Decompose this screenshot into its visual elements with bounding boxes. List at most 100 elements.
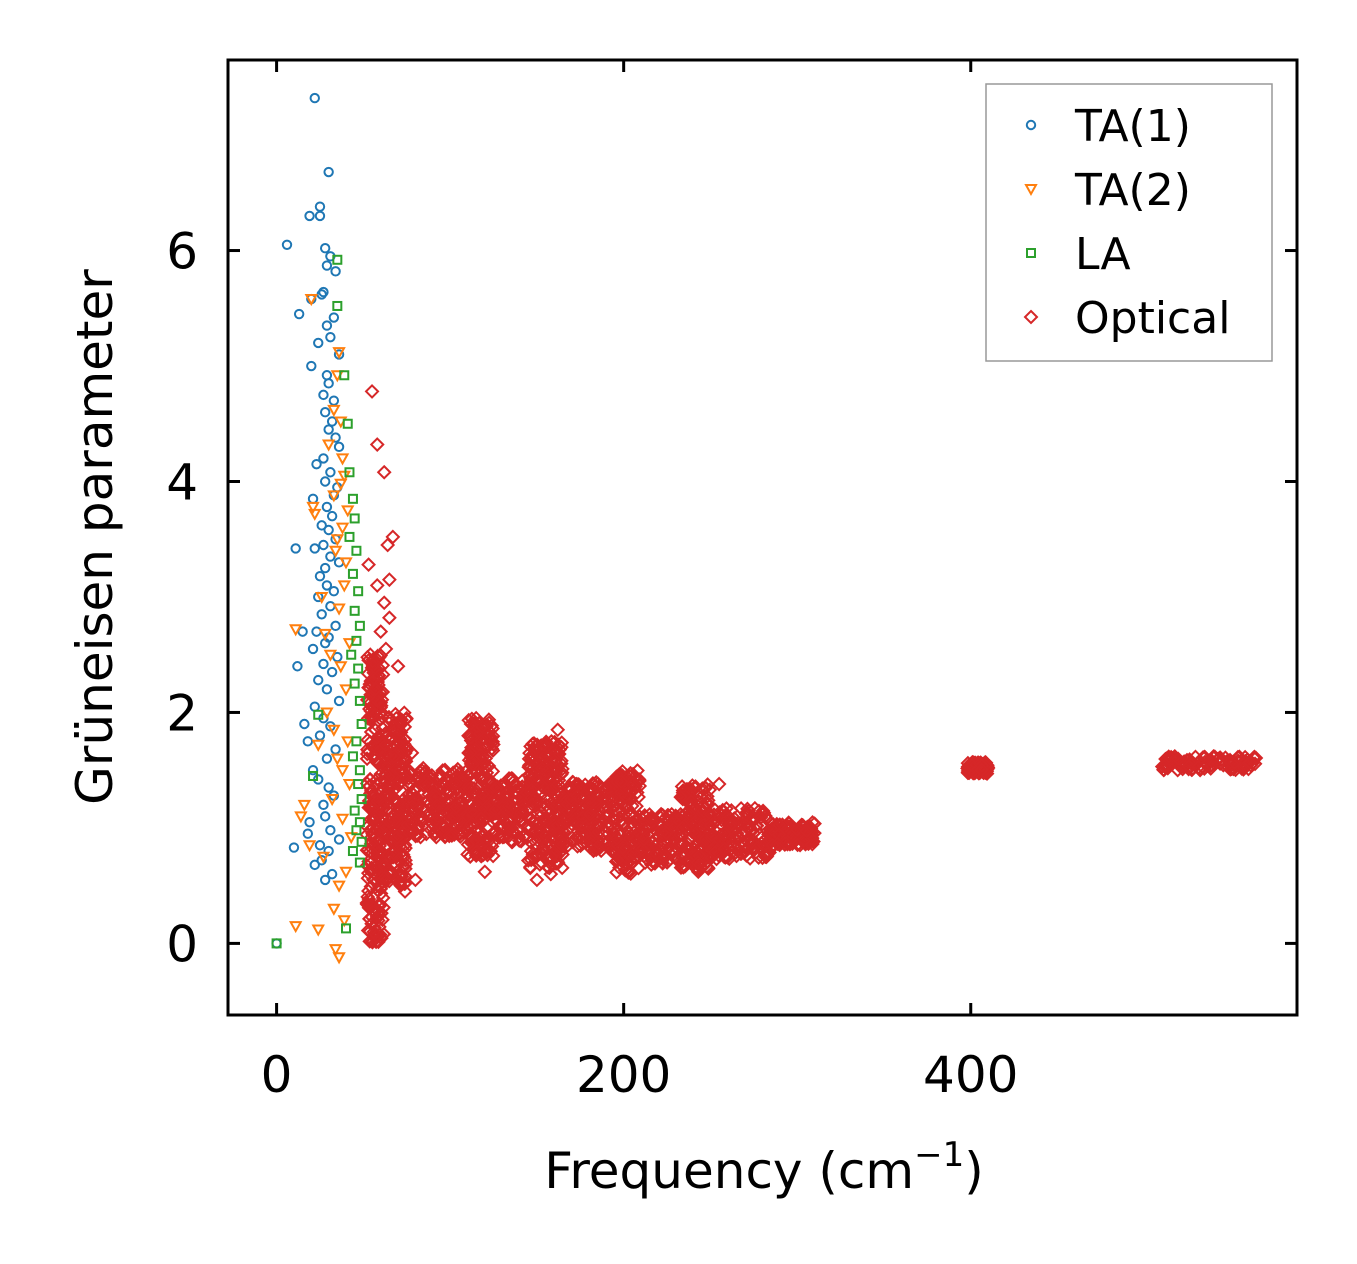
optical-band-point bbox=[463, 745, 478, 761]
optical-band-point bbox=[574, 817, 590, 833]
optical-band-point bbox=[541, 860, 557, 876]
optical-band-point bbox=[475, 786, 490, 802]
legend-entry-ta-2: TA(2) bbox=[1024, 165, 1191, 216]
la-point bbox=[347, 568, 358, 579]
optical-band-point bbox=[400, 808, 416, 823]
optical-band-point bbox=[690, 855, 706, 870]
optical-band-point bbox=[790, 837, 805, 853]
ta-1-point bbox=[323, 782, 334, 793]
ta-1-point bbox=[321, 753, 333, 764]
ta-1-point bbox=[333, 695, 345, 707]
optical-band-point bbox=[481, 842, 497, 858]
ta-1-point bbox=[302, 736, 314, 747]
optical-band-point bbox=[614, 813, 630, 829]
optical-band-point bbox=[446, 827, 462, 842]
optical-point bbox=[359, 895, 375, 911]
optical-point bbox=[376, 464, 392, 480]
optical-band-point bbox=[573, 790, 589, 806]
optical-band-point bbox=[362, 772, 378, 788]
la-point bbox=[341, 923, 352, 934]
legend-entry-ta-1: TA(1) bbox=[1025, 101, 1191, 152]
optical-band-point bbox=[406, 771, 422, 787]
ta-1-point bbox=[316, 609, 327, 620]
optical-band-point bbox=[1170, 751, 1186, 767]
optical-band-point bbox=[548, 778, 564, 794]
optical-band-point bbox=[623, 866, 639, 882]
optical-band-point bbox=[476, 846, 492, 862]
la-point bbox=[344, 531, 355, 542]
la-point bbox=[354, 857, 365, 868]
ta-1-point bbox=[319, 407, 331, 418]
optical-band-point bbox=[421, 796, 437, 811]
optical-band-point bbox=[375, 890, 391, 906]
ta-1-point bbox=[307, 764, 319, 776]
ta-1-point bbox=[323, 166, 334, 178]
optical-band-point bbox=[405, 794, 421, 810]
optical-band-point bbox=[964, 758, 980, 773]
optical-band-point bbox=[391, 869, 407, 884]
optical-point bbox=[361, 557, 376, 573]
optical-band-point bbox=[974, 758, 990, 773]
optical-band-point bbox=[487, 812, 503, 828]
optical-band-point bbox=[585, 775, 601, 791]
la-point bbox=[356, 718, 367, 729]
optical-band-point bbox=[392, 715, 408, 731]
ta-1-point bbox=[313, 337, 324, 349]
ta-2-point bbox=[321, 439, 336, 452]
ta-2-point bbox=[332, 603, 346, 616]
optical-band-point bbox=[653, 806, 669, 822]
optical-band-point bbox=[642, 807, 657, 822]
ta-1-point bbox=[325, 825, 336, 836]
optical-band-point bbox=[393, 763, 408, 779]
ta-2-point bbox=[297, 799, 312, 812]
la-point bbox=[346, 649, 357, 660]
ta-1-point bbox=[309, 543, 320, 554]
la-point bbox=[353, 663, 364, 674]
optical-band-point bbox=[801, 819, 816, 835]
ta-2-point bbox=[306, 501, 320, 514]
optical-point bbox=[364, 384, 380, 399]
optical-dense-band-group bbox=[359, 648, 1264, 950]
optical-band-point bbox=[369, 882, 385, 898]
ta-1-point bbox=[328, 585, 340, 597]
ta-1-point bbox=[325, 551, 336, 562]
la-point bbox=[351, 736, 362, 747]
optical-band-point bbox=[417, 775, 433, 791]
ta-1-point bbox=[321, 501, 333, 513]
optical-band-point bbox=[398, 852, 413, 868]
ta-1-point bbox=[319, 874, 331, 886]
ta-1-point bbox=[290, 543, 301, 554]
optical-band-point bbox=[665, 845, 681, 860]
optical-band-point bbox=[683, 793, 699, 809]
optical-band-point bbox=[474, 719, 490, 735]
optical-band-point bbox=[752, 810, 768, 826]
la-point bbox=[332, 254, 343, 265]
optical-band-point bbox=[460, 767, 476, 783]
optical-band-point bbox=[360, 870, 376, 886]
ta-2-point bbox=[330, 534, 345, 547]
ta-1-point bbox=[314, 840, 326, 851]
ta-1-point bbox=[332, 651, 343, 663]
la-point bbox=[347, 751, 358, 762]
optical-band-point bbox=[1154, 759, 1170, 775]
optical-band-point bbox=[550, 737, 566, 753]
legend-marker-optical bbox=[1023, 309, 1039, 325]
optical-point bbox=[397, 884, 413, 899]
optical-point bbox=[378, 641, 394, 657]
ta-1-point bbox=[318, 799, 329, 811]
optical-band-point bbox=[473, 771, 489, 787]
optical-point bbox=[390, 658, 406, 674]
y-tick-label: 4 bbox=[166, 453, 198, 511]
ta-1-point bbox=[302, 828, 314, 839]
optical-band-point bbox=[443, 813, 459, 829]
x-axis-title-main: Frequency (cm bbox=[544, 1142, 914, 1200]
la-point bbox=[342, 418, 353, 429]
optical-band-point bbox=[571, 830, 587, 846]
optical-band-point bbox=[440, 796, 456, 812]
optical-point bbox=[408, 872, 423, 888]
optical-band-point bbox=[747, 800, 763, 816]
optical-band-point bbox=[716, 826, 732, 842]
optical-band-point bbox=[425, 816, 441, 832]
ta-2-point bbox=[328, 545, 343, 558]
ta-1-point bbox=[325, 467, 336, 478]
